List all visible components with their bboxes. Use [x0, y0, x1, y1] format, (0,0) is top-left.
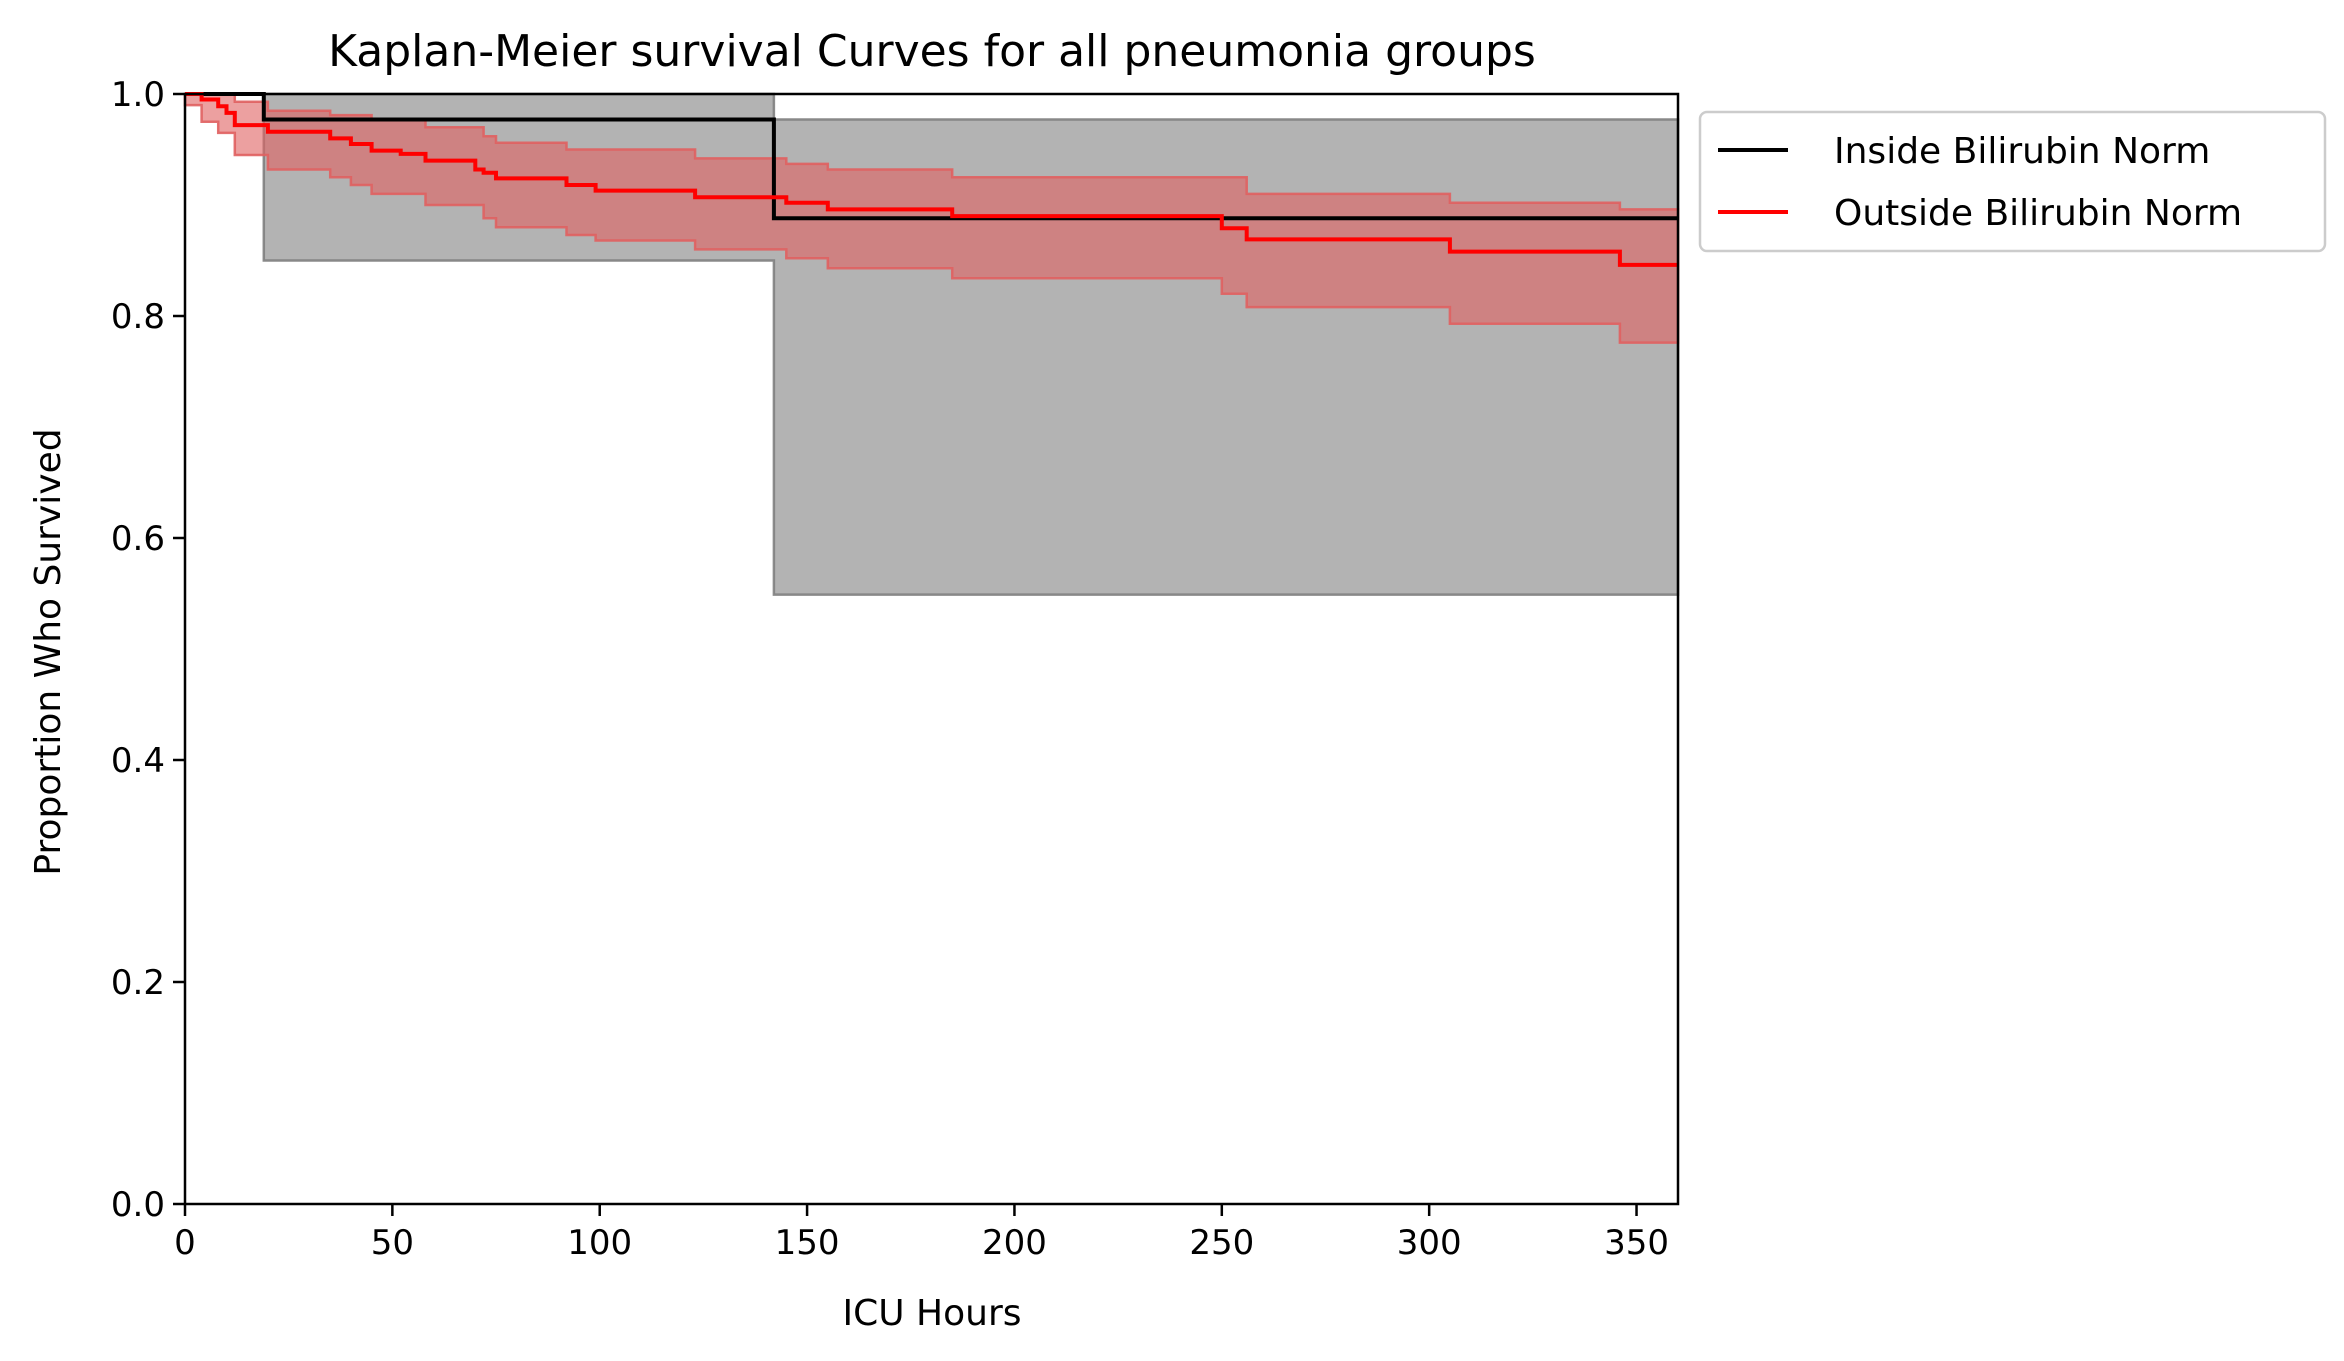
legend-label-1: Inside Bilirubin Norm	[1834, 131, 2210, 172]
x-tick-label: 350	[1604, 1223, 1669, 1263]
x-tick-label: 250	[1189, 1223, 1254, 1263]
plot-frame	[183, 92, 1680, 1206]
legend-label-2: Outside Bilirubin Norm	[1834, 193, 2242, 234]
x-axis-ticks: 0 50 100 150 200 250 300 350	[174, 1204, 1669, 1263]
legend-box	[1698, 110, 2327, 253]
y-tick-label: 0.2	[111, 963, 165, 1003]
y-axis-ticks: 0.0 0.2 0.4 0.6 0.8 1.0	[111, 75, 185, 1225]
x-tick-label: 200	[982, 1223, 1047, 1263]
chart-title: Kaplan-Meier survival Curves for all pne…	[328, 26, 1536, 77]
y-tick-label: 0.6	[111, 519, 165, 559]
x-tick-label: 0	[174, 1223, 196, 1263]
y-axis-label: Proportion Who Survived	[28, 428, 69, 875]
x-tick-label: 100	[567, 1223, 632, 1263]
x-axis-label: ICU Hours	[842, 1293, 1021, 1334]
x-tick-label: 50	[371, 1223, 414, 1263]
x-tick-label: 300	[1397, 1223, 1462, 1263]
legend: Inside Bilirubin Norm Outside Bilirubin N…	[1698, 110, 2327, 253]
y-tick-label: 0.4	[111, 741, 165, 781]
y-tick-label: 0.0	[111, 1185, 165, 1225]
plot-area	[183, 92, 1680, 1206]
y-tick-label: 1.0	[111, 75, 165, 115]
survival-line-2	[185, 92, 1678, 267]
x-tick-label: 150	[775, 1223, 840, 1263]
y-tick-label: 0.8	[111, 297, 165, 337]
